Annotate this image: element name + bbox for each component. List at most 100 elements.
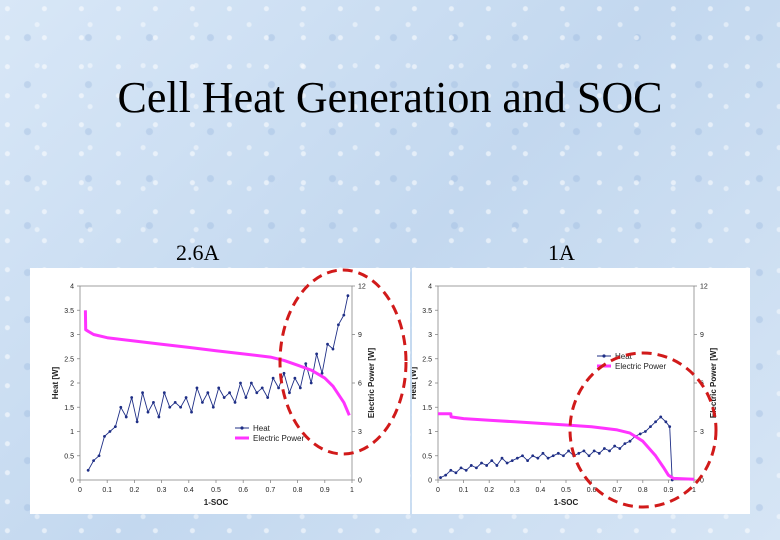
y-tick-label: 0.5 [64, 453, 74, 460]
x-tick-label: 0 [78, 487, 82, 494]
heat-point [618, 447, 622, 450]
heat-point [464, 468, 468, 472]
heat-point [454, 471, 458, 475]
y-tick-label: 3 [428, 332, 432, 339]
heat-point [298, 386, 302, 390]
x-tick-label: 0.5 [211, 487, 221, 494]
heat-point [546, 456, 550, 460]
heat-point [536, 456, 540, 460]
x-tick-label: 0.8 [293, 487, 303, 494]
heat-point [567, 449, 570, 453]
y-tick-label: 1 [428, 429, 432, 436]
heat-point [562, 454, 565, 458]
heat-point [195, 386, 199, 390]
heat-point [643, 430, 647, 433]
right-chart: 0 0.1 0.2 0.3 0.4 0.5 0.6 0.7 0.8 0.9 100.511.522.… [409, 284, 718, 508]
heat-point [649, 425, 652, 429]
heat-point [515, 456, 519, 460]
heat-point [277, 386, 280, 390]
heat-point [168, 405, 172, 409]
y2-tick-label: 6 [358, 381, 362, 388]
heat-point [664, 420, 668, 424]
heat-point [157, 415, 161, 419]
heat-point [490, 459, 494, 462]
heat-point [288, 391, 291, 395]
heat-point [582, 449, 586, 453]
heat-point [331, 347, 335, 351]
heat-point [239, 381, 242, 385]
y-tick-label: 3.5 [422, 308, 432, 315]
legend-power-label: Electric Power [253, 434, 304, 443]
x-tick-label: 0.8 [638, 487, 648, 494]
y-tick-label: 0.5 [422, 453, 432, 460]
y2-tick-label: 0 [700, 478, 704, 485]
heat-point [551, 454, 555, 458]
y-tick-label: 3.5 [64, 308, 74, 315]
legend-heat-label: Heat [253, 424, 271, 433]
heat-point [173, 401, 177, 404]
y2-axis-label: Electric Power [W] [367, 348, 376, 419]
x-axis-label: 1-SOC [554, 498, 579, 507]
heat-point [495, 464, 499, 467]
x-tick-label: 0.5 [561, 487, 571, 494]
heat-point [86, 468, 90, 472]
plot-area [437, 285, 695, 481]
y-tick-label: 1.5 [422, 405, 432, 412]
heat-point [500, 456, 504, 460]
heat-point [597, 451, 601, 455]
heat-point [222, 396, 226, 399]
heat-point [668, 425, 672, 429]
y-tick-label: 1 [70, 429, 74, 436]
y-tick-label: 2 [70, 381, 74, 388]
y2-axis-label: Electric Power [W] [709, 348, 718, 419]
left-chart-panel: 0 0.1 0.2 0.3 0.4 0.5 0.6 0.7 0.8 0.9 1 0 0.5 1 1.5 2 2.… [30, 268, 410, 514]
x-tick-label: 0.4 [184, 487, 194, 494]
heat-point [130, 396, 134, 399]
heat-point [97, 454, 101, 458]
heat-point [659, 415, 663, 419]
y2-tick-label: 0 [358, 478, 362, 485]
heat-point [309, 381, 313, 385]
x-tick-label: 1 [350, 487, 354, 494]
heat-point [190, 410, 193, 414]
heat-point [459, 466, 463, 470]
left-chart: 0 0.1 0.2 0.3 0.4 0.5 0.6 0.7 0.8 0.9 100.511.522.… [51, 284, 376, 508]
heat-point [592, 449, 596, 453]
heat-point [282, 371, 286, 375]
heat-point [228, 391, 232, 395]
heat-point [577, 451, 581, 455]
y-tick-label: 0 [428, 478, 432, 485]
heat-point [628, 439, 632, 443]
heat-point [510, 459, 514, 462]
heat-point [572, 454, 576, 458]
heat-point [526, 459, 529, 462]
x-tick-label: 0.7 [266, 487, 276, 494]
heat-point [439, 476, 442, 479]
x-tick-label: 0.3 [510, 487, 520, 494]
x-tick-label: 0.4 [536, 487, 546, 494]
heat-point [587, 454, 591, 458]
heat-point [152, 401, 155, 404]
heat-point [346, 294, 350, 298]
y-axis-label: Heat [W] [51, 366, 60, 399]
heat-point [211, 405, 215, 409]
heat-point [505, 461, 509, 465]
legend-heat-marker [602, 354, 606, 358]
heat-point [135, 420, 139, 424]
y-tick-label: 0 [70, 478, 74, 485]
heat-point [124, 415, 128, 419]
x-axis-label: 1-SOC [204, 498, 229, 507]
heat-point [623, 442, 627, 446]
heat-point [162, 391, 166, 395]
heat-point [613, 444, 617, 448]
y2-tick-label: 12 [700, 284, 708, 291]
heat-point [304, 362, 308, 365]
heat-point [342, 313, 346, 317]
x-tick-label: 0.9 [320, 487, 330, 494]
heat-point [337, 323, 340, 327]
y-tick-label: 4 [70, 284, 74, 291]
right-chart-caption: 1A [548, 240, 575, 265]
heat-point [271, 376, 275, 380]
x-tick-label: 0.1 [102, 487, 112, 494]
x-tick-label: 0.1 [459, 487, 469, 494]
